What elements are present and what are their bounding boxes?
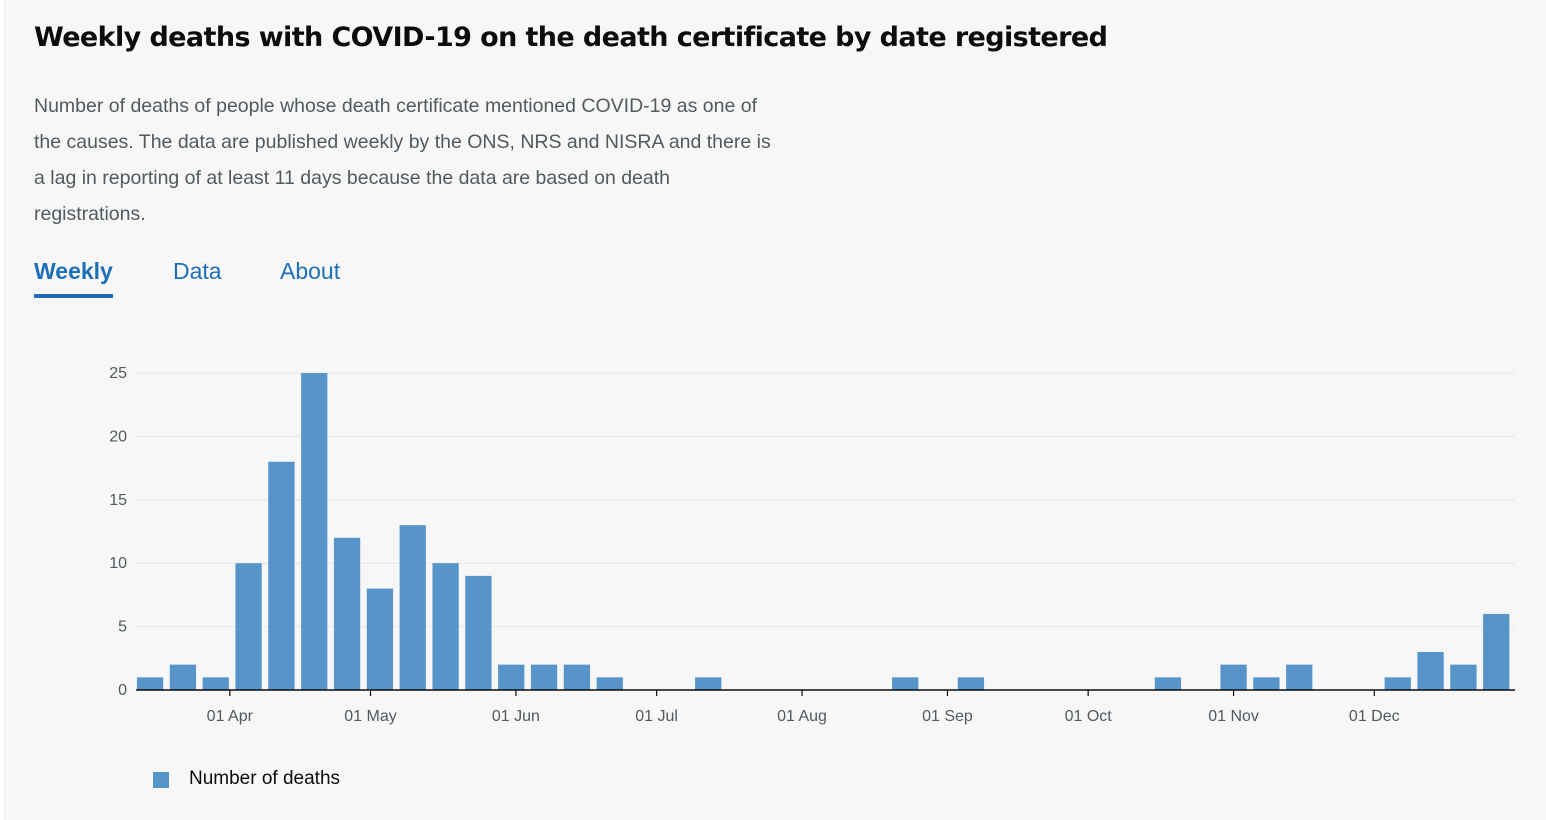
y-tick-label: 15 bbox=[109, 492, 127, 509]
bar bbox=[498, 664, 525, 690]
tab-data[interactable]: Data bbox=[173, 258, 222, 284]
bar bbox=[530, 664, 558, 690]
tick-labels: 0 5 10 15 20 25 01 Apr 01 May 01 Jun 01 Jul 01 Aug… bbox=[109, 365, 1399, 725]
y-tick-label: 5 bbox=[118, 619, 127, 636]
bar bbox=[563, 664, 591, 690]
bar bbox=[892, 677, 919, 690]
bar bbox=[596, 677, 623, 690]
legend-label: Number of deaths bbox=[189, 768, 341, 789]
bar bbox=[268, 461, 295, 690]
bar bbox=[1417, 651, 1444, 690]
y-tick-label: 20 bbox=[109, 428, 127, 445]
x-tick-label: 01 Apr bbox=[207, 708, 254, 725]
x-tick-label: 01 Oct bbox=[1065, 708, 1113, 725]
bar bbox=[465, 575, 492, 690]
y-tick-label: 10 bbox=[109, 555, 127, 572]
bar bbox=[235, 563, 262, 690]
chart-panel: Weekly deaths with COVID-19 on the death… bbox=[4, 0, 1546, 820]
bar bbox=[695, 677, 722, 690]
bar bbox=[432, 563, 459, 690]
page-title: Weekly deaths with COVID-19 on the death… bbox=[34, 22, 1108, 53]
bar bbox=[1286, 664, 1313, 690]
bar bbox=[1154, 677, 1182, 690]
x-tick-label: 01 Jul bbox=[635, 708, 678, 725]
bar bbox=[366, 588, 394, 690]
tab-weekly[interactable]: Weekly bbox=[34, 258, 113, 298]
x-axis bbox=[136, 689, 1515, 696]
bar bbox=[169, 664, 197, 690]
bar bbox=[301, 373, 328, 690]
bar bbox=[399, 525, 426, 690]
x-tick-label: 01 Sep bbox=[922, 708, 973, 725]
bar bbox=[1220, 664, 1247, 690]
bar bbox=[1384, 677, 1411, 690]
y-tick-label: 25 bbox=[109, 365, 127, 382]
bar bbox=[1253, 677, 1280, 690]
bar-chart: 0 5 10 15 20 25 01 Apr 01 May 01 Jun 01 Jul 01 Aug… bbox=[109, 365, 1515, 725]
x-tick-label: 01 Nov bbox=[1208, 708, 1259, 725]
x-tick-label: 01 May bbox=[344, 708, 396, 725]
legend-swatch bbox=[153, 772, 169, 788]
bar bbox=[957, 677, 985, 690]
y-tick-label: 0 bbox=[118, 682, 127, 699]
bars bbox=[136, 373, 1510, 690]
bar bbox=[202, 677, 229, 690]
bar bbox=[1450, 664, 1477, 690]
page-description: Number of deaths of people whose death c… bbox=[34, 95, 771, 225]
tab-about[interactable]: About bbox=[280, 258, 341, 284]
bar bbox=[1483, 613, 1510, 690]
x-tick-label: 01 Jun bbox=[492, 708, 540, 725]
bar bbox=[136, 677, 164, 690]
grid-lines bbox=[136, 372, 1515, 628]
x-tick-label: 01 Aug bbox=[777, 708, 827, 725]
bar bbox=[333, 537, 361, 690]
x-tick-label: 01 Dec bbox=[1349, 708, 1400, 725]
